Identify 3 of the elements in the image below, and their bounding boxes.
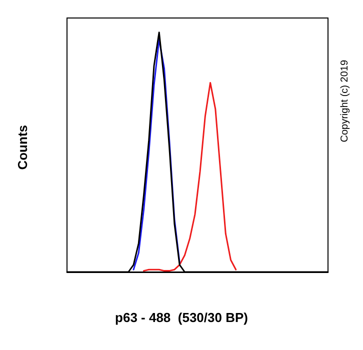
y-axis-title: Counts bbox=[15, 124, 30, 170]
text: Copyright (c) 2019 bbox=[340, 60, 350, 142]
x-axis-title: p63 - 488 (530/30 BP) bbox=[115, 310, 248, 325]
